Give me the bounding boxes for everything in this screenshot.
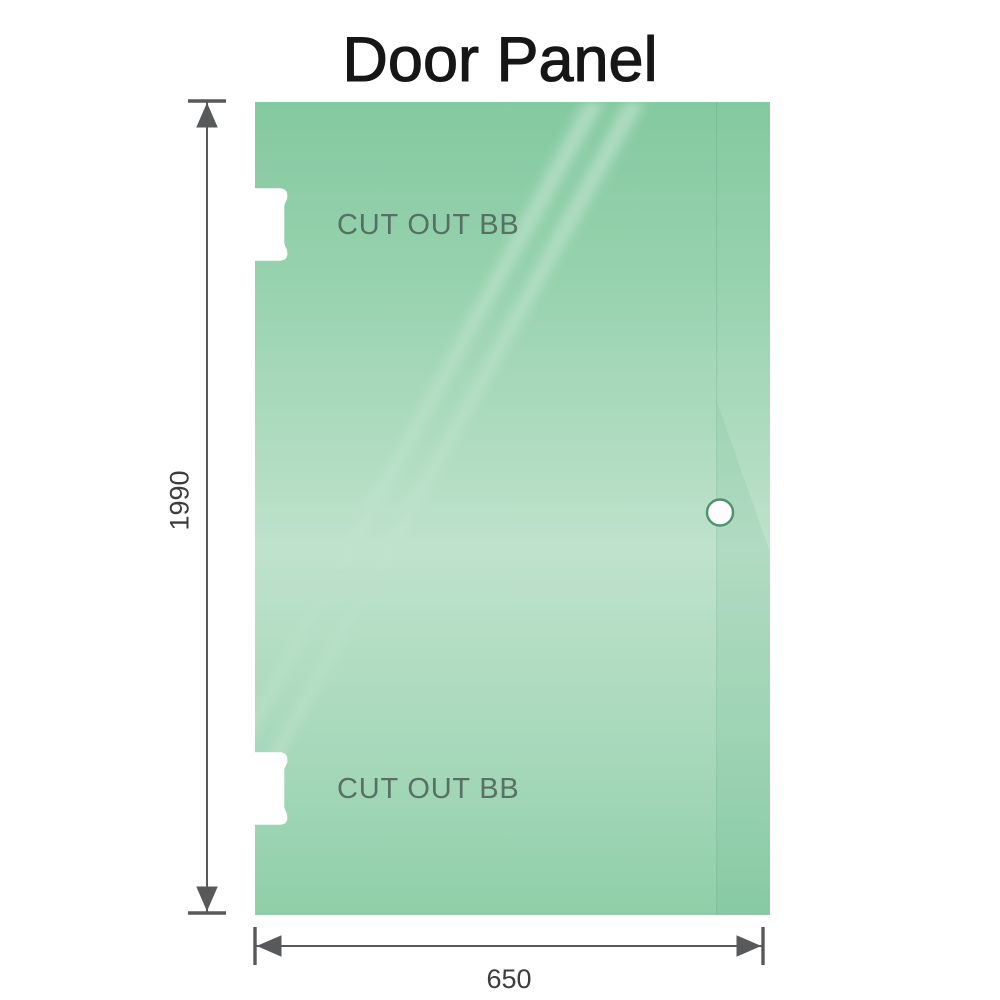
svg-text:650: 650 — [486, 964, 531, 994]
